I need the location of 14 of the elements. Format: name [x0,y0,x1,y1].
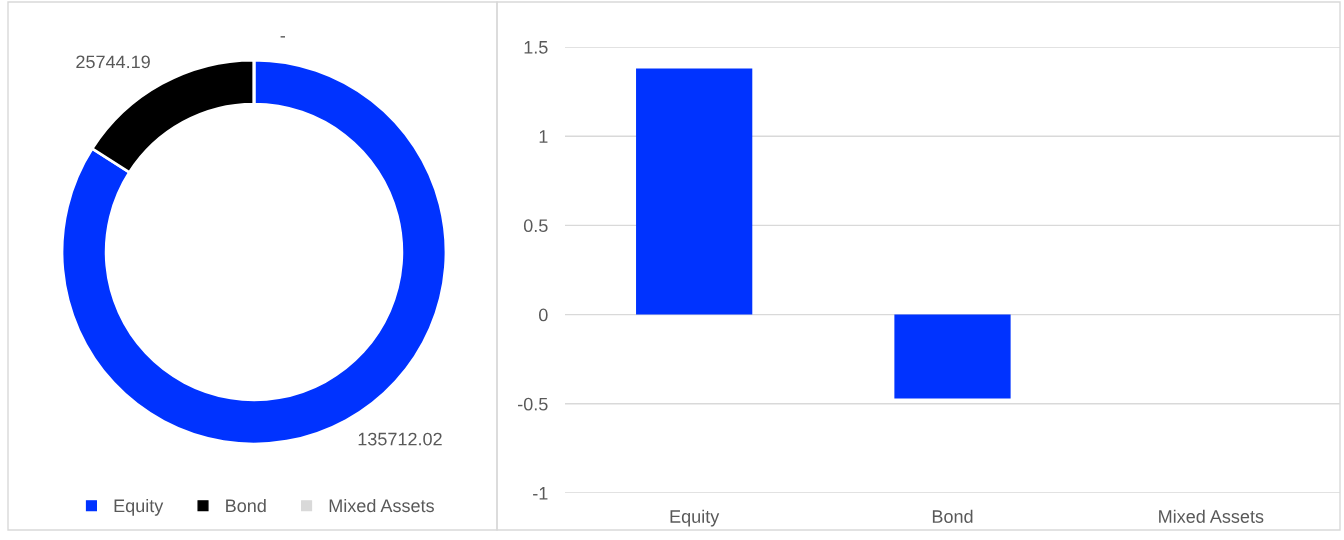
y-tick-label: 0.5 [523,219,548,233]
y-tick-label: 1.5 [524,41,548,54]
x-tick-label: Bond [932,509,973,523]
x-tick-label: Equity [670,509,720,527]
y-tick-label: -1 [533,487,548,500]
y-tick-label: 1 [539,130,548,143]
data-label: 25744.19 [76,55,150,69]
legend-label: Mixed Assets [329,498,434,513]
x-tick-label: Mixed Assets [1159,509,1264,523]
y-tick-label: 0 [539,308,548,322]
text: - [280,36,285,38]
legend-label: Bond [226,498,266,513]
data-label: 135712.02 [358,432,442,446]
y-tick-label: -0.5 [518,397,548,411]
